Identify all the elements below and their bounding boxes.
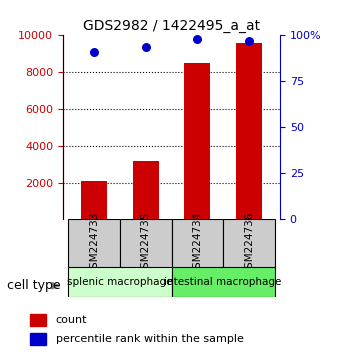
Polygon shape (52, 282, 60, 289)
Bar (184, 63, 210, 219)
Text: percentile rank within the sample: percentile rank within the sample (56, 335, 244, 344)
Bar (120, 219, 172, 267)
Bar (68, 267, 172, 297)
Point (91, 49, 97, 55)
Bar (172, 219, 223, 267)
Bar (236, 43, 262, 219)
Bar (223, 219, 275, 267)
Bar (81, 181, 107, 219)
Text: GSM224735: GSM224735 (141, 212, 150, 275)
Bar (30, 314, 46, 326)
Text: count: count (56, 315, 88, 325)
Bar (133, 161, 159, 219)
Point (246, 38, 252, 44)
Point (143, 45, 148, 50)
Text: intestinal macrophage: intestinal macrophage (164, 277, 282, 287)
Text: GSM224733: GSM224733 (89, 212, 99, 275)
Text: GSM224734: GSM224734 (193, 212, 202, 275)
Bar (68, 219, 120, 267)
Bar (172, 267, 275, 297)
Text: splenic macrophage: splenic macrophage (67, 277, 173, 287)
Text: GSM224736: GSM224736 (244, 212, 254, 275)
Bar (30, 333, 46, 346)
Point (195, 36, 200, 42)
Title: GDS2982 / 1422495_a_at: GDS2982 / 1422495_a_at (83, 19, 260, 33)
Text: cell type: cell type (7, 279, 61, 292)
